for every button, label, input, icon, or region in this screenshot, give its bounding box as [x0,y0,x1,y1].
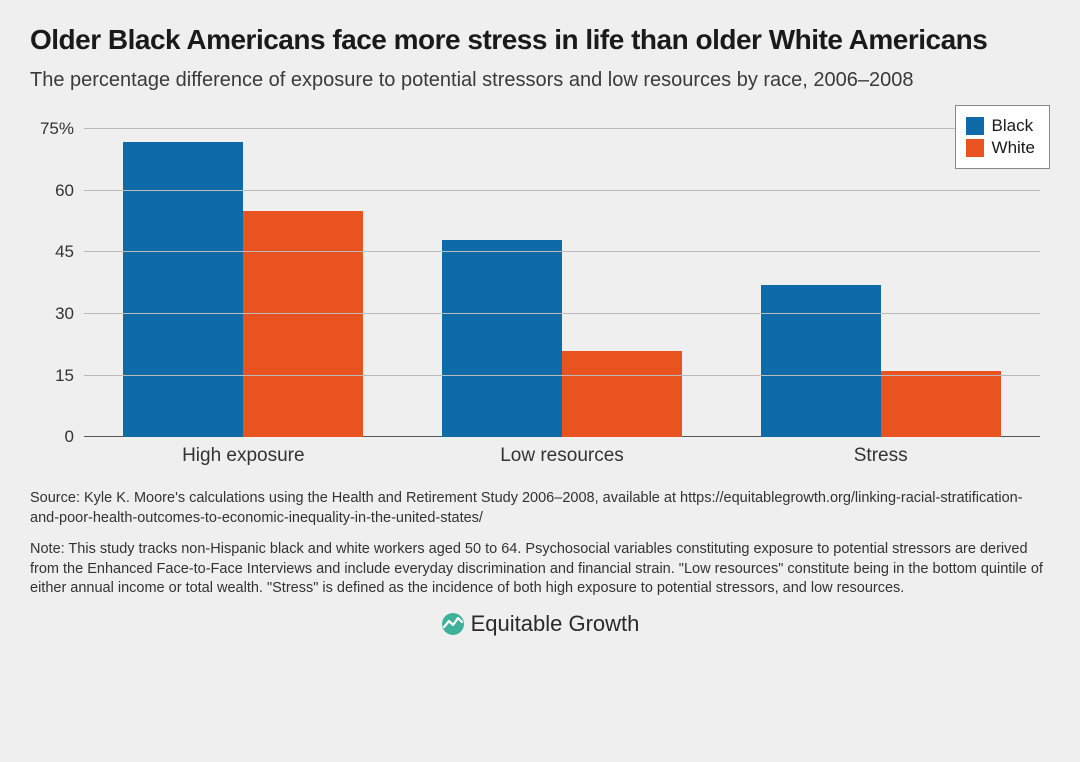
gridline [84,251,1040,252]
bar [881,371,1001,437]
legend-swatch [966,139,984,157]
chart-area: Black White High exposureLow resourcesSt… [30,111,1050,471]
bar-group: Low resources [403,129,722,437]
note-text: Note: This study tracks non-Hispanic bla… [30,540,1050,599]
bar [243,211,363,437]
footer-brand: Equitable Growth [30,611,1050,637]
bar-groups: High exposureLow resourcesStress [84,129,1040,437]
bar [442,240,562,437]
plot-region: High exposureLow resourcesStress 0153045… [84,129,1040,437]
brand-name: Equitable Growth [471,611,640,637]
bar [123,142,243,438]
y-tick-label: 45 [55,242,84,262]
legend: Black White [955,105,1050,169]
y-tick-label: 15 [55,366,84,386]
legend-swatch [966,117,984,135]
chart-title: Older Black Americans face more stress i… [30,24,1050,56]
legend-item: Black [966,116,1035,136]
gridline [84,190,1040,191]
category-label: High exposure [84,437,403,467]
gridline [84,313,1040,314]
chart-subtitle: The percentage difference of exposure to… [30,68,1050,93]
gridline [84,375,1040,376]
bar [761,285,881,437]
y-tick-label: 0 [65,427,84,447]
category-label: Low resources [403,437,722,467]
y-tick-label: 30 [55,304,84,324]
y-tick-label: 75% [40,119,84,139]
legend-label: White [992,138,1035,158]
bar [562,351,682,437]
bar-group: High exposure [84,129,403,437]
source-text: Source: Kyle K. Moore's calculations usi… [30,489,1050,528]
category-label: Stress [721,437,1040,467]
y-tick-label: 60 [55,181,84,201]
legend-label: Black [992,116,1034,136]
legend-item: White [966,138,1035,158]
gridline [84,128,1040,129]
bar-group: Stress [721,129,1040,437]
brand-logo-icon [441,612,465,636]
